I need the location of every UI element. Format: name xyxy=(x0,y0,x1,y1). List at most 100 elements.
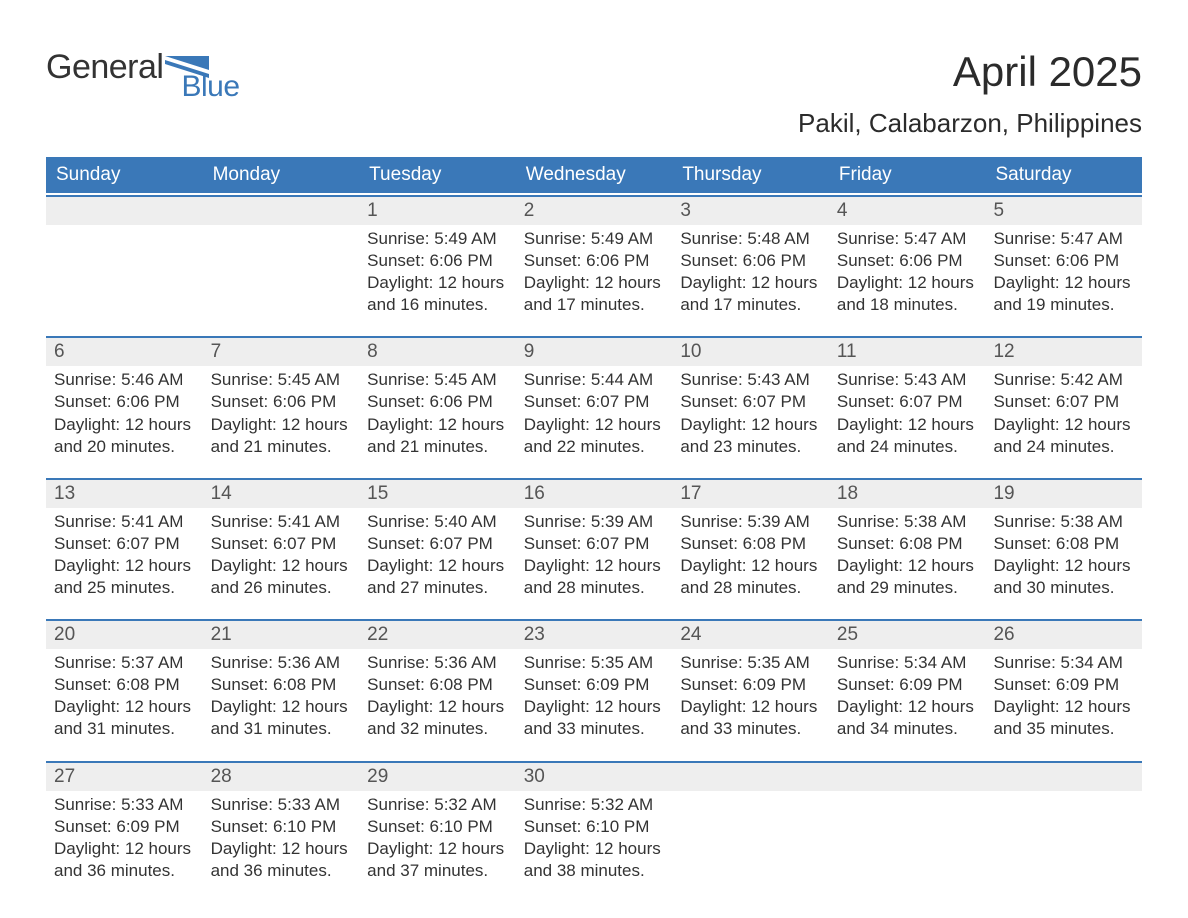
daynum-row: 20212223242526 xyxy=(46,619,1142,649)
sunrise-line: Sunrise: 5:34 AM xyxy=(837,652,978,674)
daylight-line: Daylight: 12 hours and 28 minutes. xyxy=(524,555,665,599)
day-details: Sunrise: 5:34 AMSunset: 6:09 PMDaylight:… xyxy=(985,649,1142,758)
sunrise-line: Sunrise: 5:33 AM xyxy=(211,794,352,816)
daylight-line: Daylight: 12 hours and 17 minutes. xyxy=(680,272,821,316)
daylight-line: Daylight: 12 hours and 24 minutes. xyxy=(837,414,978,458)
daylight-line: Daylight: 12 hours and 33 minutes. xyxy=(680,696,821,740)
day-details xyxy=(672,791,829,900)
daylight-line: Daylight: 12 hours and 36 minutes. xyxy=(211,838,352,882)
sunrise-line: Sunrise: 5:40 AM xyxy=(367,511,508,533)
week-row: 20212223242526Sunrise: 5:37 AMSunset: 6:… xyxy=(46,619,1142,758)
day-details: Sunrise: 5:41 AMSunset: 6:07 PMDaylight:… xyxy=(46,508,203,617)
sunset-line: Sunset: 6:10 PM xyxy=(211,816,352,838)
sunrise-line: Sunrise: 5:32 AM xyxy=(524,794,665,816)
day-number: 17 xyxy=(672,480,829,508)
day-header-thursday: Thursday xyxy=(672,157,829,193)
day-number: 29 xyxy=(359,763,516,791)
daylight-line: Daylight: 12 hours and 38 minutes. xyxy=(524,838,665,882)
sunrise-line: Sunrise: 5:35 AM xyxy=(680,652,821,674)
sunrise-line: Sunrise: 5:42 AM xyxy=(993,369,1134,391)
month-title: April 2025 xyxy=(798,48,1142,96)
day-details: Sunrise: 5:49 AMSunset: 6:06 PMDaylight:… xyxy=(359,225,516,334)
day-details: Sunrise: 5:47 AMSunset: 6:06 PMDaylight:… xyxy=(985,225,1142,334)
day-details xyxy=(203,225,360,334)
weeks-container: 12345Sunrise: 5:49 AMSunset: 6:06 PMDayl… xyxy=(46,195,1142,900)
sunrise-line: Sunrise: 5:45 AM xyxy=(367,369,508,391)
day-number: 6 xyxy=(46,338,203,366)
day-details: Sunrise: 5:47 AMSunset: 6:06 PMDaylight:… xyxy=(829,225,986,334)
daylight-line: Daylight: 12 hours and 34 minutes. xyxy=(837,696,978,740)
day-number: 23 xyxy=(516,621,673,649)
day-number: 11 xyxy=(829,338,986,366)
daylight-line: Daylight: 12 hours and 29 minutes. xyxy=(837,555,978,599)
sunrise-line: Sunrise: 5:35 AM xyxy=(524,652,665,674)
daylight-line: Daylight: 12 hours and 16 minutes. xyxy=(367,272,508,316)
day-number: 20 xyxy=(46,621,203,649)
day-number xyxy=(203,197,360,225)
sunset-line: Sunset: 6:09 PM xyxy=(680,674,821,696)
sunset-line: Sunset: 6:07 PM xyxy=(524,533,665,555)
day-details: Sunrise: 5:32 AMSunset: 6:10 PMDaylight:… xyxy=(359,791,516,900)
daylight-line: Daylight: 12 hours and 23 minutes. xyxy=(680,414,821,458)
day-details: Sunrise: 5:35 AMSunset: 6:09 PMDaylight:… xyxy=(516,649,673,758)
day-header-wednesday: Wednesday xyxy=(516,157,673,193)
day-number: 1 xyxy=(359,197,516,225)
sunset-line: Sunset: 6:10 PM xyxy=(524,816,665,838)
calendar: Sunday Monday Tuesday Wednesday Thursday… xyxy=(46,157,1142,900)
sunrise-line: Sunrise: 5:47 AM xyxy=(993,228,1134,250)
daylight-line: Daylight: 12 hours and 31 minutes. xyxy=(54,696,195,740)
day-details xyxy=(829,791,986,900)
day-details: Sunrise: 5:41 AMSunset: 6:07 PMDaylight:… xyxy=(203,508,360,617)
daylight-line: Daylight: 12 hours and 37 minutes. xyxy=(367,838,508,882)
day-details: Sunrise: 5:37 AMSunset: 6:08 PMDaylight:… xyxy=(46,649,203,758)
day-number: 7 xyxy=(203,338,360,366)
day-number xyxy=(672,763,829,791)
day-header-monday: Monday xyxy=(203,157,360,193)
sunset-line: Sunset: 6:09 PM xyxy=(54,816,195,838)
day-details xyxy=(46,225,203,334)
sunset-line: Sunset: 6:06 PM xyxy=(993,250,1134,272)
sunrise-line: Sunrise: 5:33 AM xyxy=(54,794,195,816)
sunrise-line: Sunrise: 5:41 AM xyxy=(211,511,352,533)
day-number xyxy=(829,763,986,791)
details-row: Sunrise: 5:33 AMSunset: 6:09 PMDaylight:… xyxy=(46,791,1142,900)
day-number xyxy=(985,763,1142,791)
sunrise-line: Sunrise: 5:48 AM xyxy=(680,228,821,250)
day-number: 8 xyxy=(359,338,516,366)
day-details: Sunrise: 5:46 AMSunset: 6:06 PMDaylight:… xyxy=(46,366,203,475)
sunset-line: Sunset: 6:06 PM xyxy=(54,391,195,413)
day-number xyxy=(46,197,203,225)
sunset-line: Sunset: 6:08 PM xyxy=(211,674,352,696)
sunset-line: Sunset: 6:06 PM xyxy=(680,250,821,272)
sunset-line: Sunset: 6:09 PM xyxy=(993,674,1134,696)
sunrise-line: Sunrise: 5:49 AM xyxy=(367,228,508,250)
week-row: 13141516171819Sunrise: 5:41 AMSunset: 6:… xyxy=(46,478,1142,617)
day-details: Sunrise: 5:43 AMSunset: 6:07 PMDaylight:… xyxy=(672,366,829,475)
logo-text-general: General xyxy=(46,48,163,87)
sunrise-line: Sunrise: 5:39 AM xyxy=(680,511,821,533)
day-details: Sunrise: 5:36 AMSunset: 6:08 PMDaylight:… xyxy=(203,649,360,758)
sunset-line: Sunset: 6:09 PM xyxy=(524,674,665,696)
day-details: Sunrise: 5:35 AMSunset: 6:09 PMDaylight:… xyxy=(672,649,829,758)
sunset-line: Sunset: 6:06 PM xyxy=(837,250,978,272)
sunset-line: Sunset: 6:07 PM xyxy=(54,533,195,555)
title-block: April 2025 Pakil, Calabarzon, Philippine… xyxy=(798,48,1142,139)
day-number: 5 xyxy=(985,197,1142,225)
sunrise-line: Sunrise: 5:47 AM xyxy=(837,228,978,250)
sunset-line: Sunset: 6:08 PM xyxy=(54,674,195,696)
week-row: 12345Sunrise: 5:49 AMSunset: 6:06 PMDayl… xyxy=(46,195,1142,334)
details-row: Sunrise: 5:37 AMSunset: 6:08 PMDaylight:… xyxy=(46,649,1142,758)
day-header-saturday: Saturday xyxy=(985,157,1142,193)
sunrise-line: Sunrise: 5:37 AM xyxy=(54,652,195,674)
day-number: 3 xyxy=(672,197,829,225)
sunset-line: Sunset: 6:07 PM xyxy=(524,391,665,413)
logo-text-blue: Blue xyxy=(181,70,239,104)
sunset-line: Sunset: 6:06 PM xyxy=(367,391,508,413)
details-row: Sunrise: 5:49 AMSunset: 6:06 PMDaylight:… xyxy=(46,225,1142,334)
day-details: Sunrise: 5:33 AMSunset: 6:10 PMDaylight:… xyxy=(203,791,360,900)
sunset-line: Sunset: 6:07 PM xyxy=(993,391,1134,413)
sunrise-line: Sunrise: 5:46 AM xyxy=(54,369,195,391)
day-details: Sunrise: 5:45 AMSunset: 6:06 PMDaylight:… xyxy=(359,366,516,475)
sunset-line: Sunset: 6:07 PM xyxy=(837,391,978,413)
sunset-line: Sunset: 6:08 PM xyxy=(680,533,821,555)
